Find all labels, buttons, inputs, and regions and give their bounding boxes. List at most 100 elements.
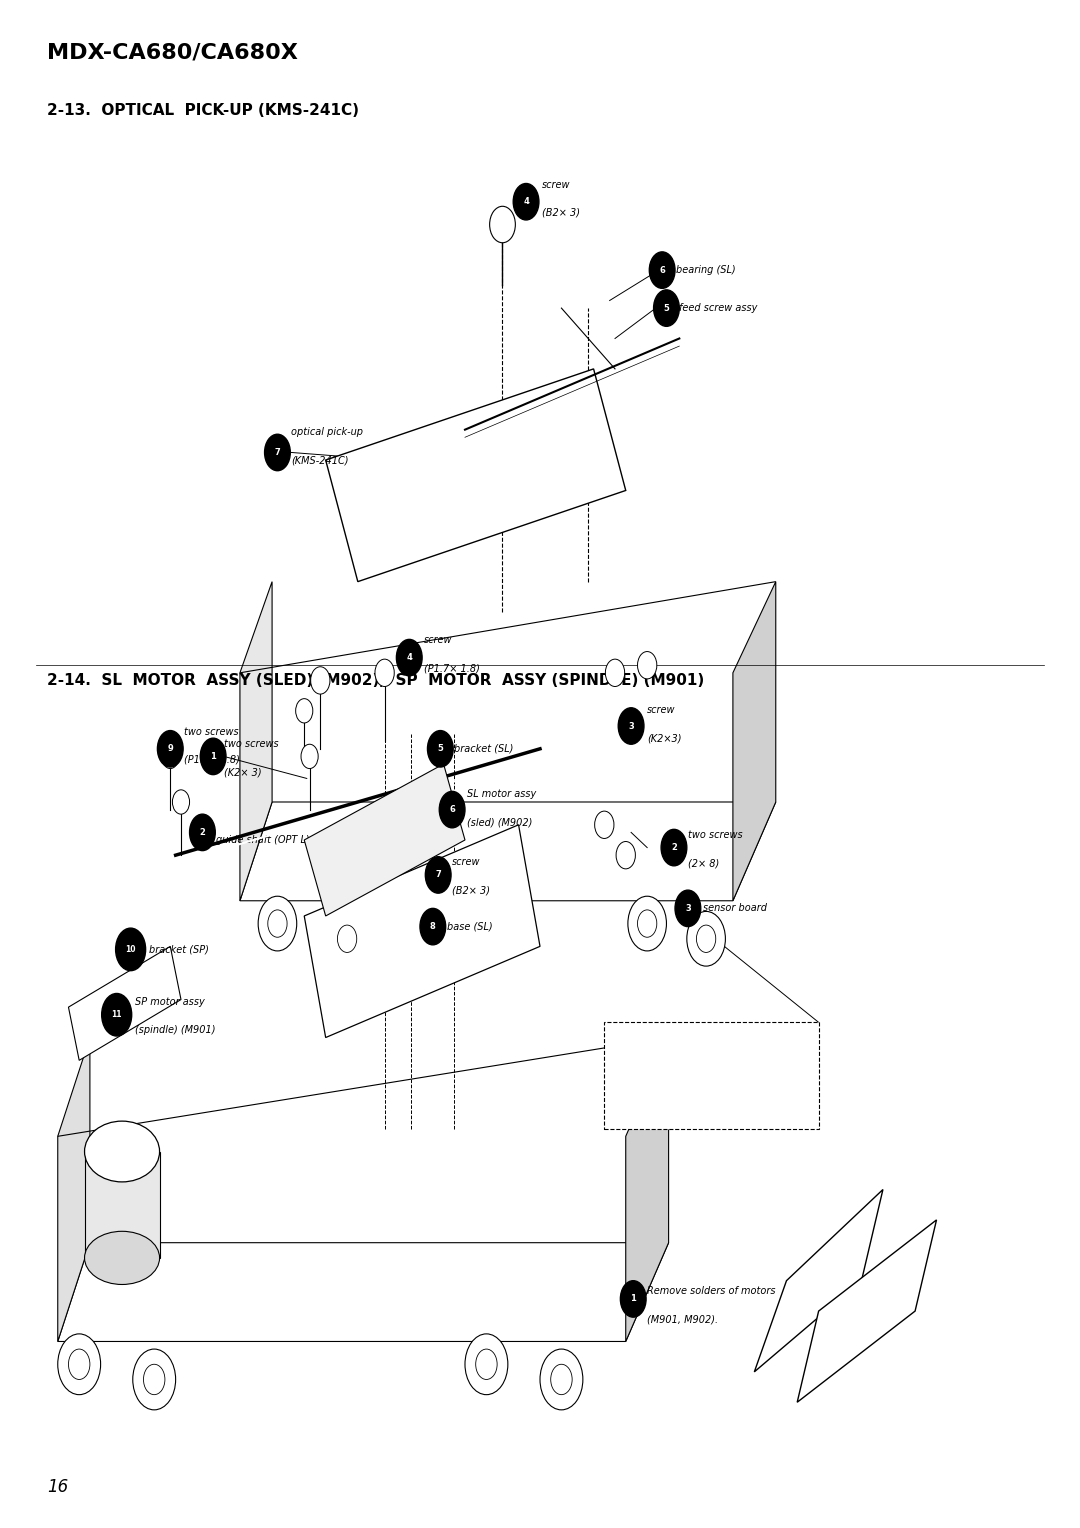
- Circle shape: [637, 651, 657, 678]
- Circle shape: [595, 811, 613, 839]
- Text: 5: 5: [437, 744, 443, 753]
- Text: (sled) (M902): (sled) (M902): [468, 817, 532, 827]
- Polygon shape: [305, 825, 540, 1038]
- Text: 8: 8: [430, 921, 435, 931]
- Text: (B2× 3): (B2× 3): [453, 886, 490, 895]
- Circle shape: [637, 909, 657, 937]
- Text: Remove solders of motors: Remove solders of motors: [647, 1287, 775, 1296]
- Circle shape: [697, 924, 716, 952]
- Polygon shape: [240, 582, 272, 902]
- Circle shape: [190, 814, 215, 851]
- Polygon shape: [326, 368, 625, 582]
- Circle shape: [375, 659, 394, 686]
- Text: 3: 3: [629, 721, 634, 730]
- Polygon shape: [57, 1038, 669, 1137]
- Text: (M901, M902).: (M901, M902).: [647, 1314, 718, 1325]
- Text: 2-14.  SL  MOTOR  ASSY (SLED) (M902),  SP  MOTOR  ASSY (SPINDLE) (M901): 2-14. SL MOTOR ASSY (SLED) (M902), SP MO…: [48, 672, 704, 688]
- Circle shape: [661, 830, 687, 866]
- Circle shape: [440, 792, 465, 828]
- Bar: [84, 1152, 160, 1258]
- Polygon shape: [733, 582, 775, 902]
- Circle shape: [173, 790, 190, 814]
- Circle shape: [426, 857, 451, 894]
- Circle shape: [337, 924, 356, 952]
- Text: 1: 1: [211, 752, 216, 761]
- Polygon shape: [240, 802, 775, 902]
- Polygon shape: [797, 1219, 936, 1403]
- Circle shape: [258, 897, 297, 950]
- Circle shape: [268, 909, 287, 937]
- Text: base (SL): base (SL): [447, 921, 492, 932]
- Text: 2: 2: [200, 828, 205, 837]
- Circle shape: [627, 897, 666, 950]
- Circle shape: [265, 434, 291, 471]
- Polygon shape: [240, 582, 775, 672]
- Text: (P1.7× 1.8): (P1.7× 1.8): [424, 663, 481, 674]
- Text: MDX-CA680/CA680X: MDX-CA680/CA680X: [48, 43, 298, 63]
- Circle shape: [133, 1349, 176, 1410]
- Circle shape: [649, 252, 675, 289]
- Circle shape: [68, 1349, 90, 1380]
- Text: 1: 1: [631, 1294, 636, 1303]
- Text: 6: 6: [659, 266, 665, 275]
- Text: screw: screw: [453, 857, 481, 868]
- Text: bracket (SP): bracket (SP): [149, 944, 208, 955]
- Text: (2× 8): (2× 8): [688, 859, 719, 868]
- Text: two screws: two screws: [224, 740, 279, 749]
- Circle shape: [675, 891, 701, 926]
- Circle shape: [162, 744, 179, 769]
- Ellipse shape: [84, 1232, 160, 1285]
- Circle shape: [420, 908, 446, 944]
- Text: two screws: two screws: [688, 830, 743, 840]
- Text: 2: 2: [671, 843, 677, 853]
- Text: (K2× 3): (K2× 3): [224, 767, 261, 778]
- Text: 6: 6: [449, 805, 455, 814]
- Circle shape: [540, 1349, 583, 1410]
- Text: (spindle) (M901): (spindle) (M901): [135, 1025, 215, 1036]
- Circle shape: [301, 744, 319, 769]
- Text: sensor board: sensor board: [703, 903, 767, 914]
- Polygon shape: [57, 1242, 669, 1342]
- Polygon shape: [305, 764, 465, 915]
- Circle shape: [116, 927, 146, 970]
- Text: bearing (SL): bearing (SL): [676, 266, 735, 275]
- Text: bracket (SL): bracket (SL): [455, 744, 514, 753]
- Text: 4: 4: [406, 652, 413, 662]
- Polygon shape: [754, 1189, 883, 1372]
- Text: two screws: two screws: [185, 727, 239, 736]
- Circle shape: [158, 730, 184, 767]
- Circle shape: [296, 698, 313, 723]
- Bar: [605, 1022, 819, 1129]
- Text: (KMS-241C): (KMS-241C): [292, 455, 349, 466]
- Circle shape: [396, 639, 422, 675]
- Text: SL motor assy: SL motor assy: [468, 788, 537, 799]
- Text: 2-13.  OPTICAL  PICK-UP (KMS-241C): 2-13. OPTICAL PICK-UP (KMS-241C): [48, 102, 359, 118]
- Circle shape: [102, 993, 132, 1036]
- Text: 9: 9: [167, 744, 173, 753]
- Text: 10: 10: [125, 944, 136, 953]
- Text: 7: 7: [435, 871, 441, 880]
- Polygon shape: [57, 1038, 90, 1342]
- Circle shape: [328, 911, 366, 966]
- Text: screw: screw: [542, 180, 570, 189]
- Circle shape: [513, 183, 539, 220]
- Circle shape: [57, 1334, 100, 1395]
- Polygon shape: [68, 946, 181, 1060]
- Text: guide shaft (OPT L): guide shaft (OPT L): [216, 834, 310, 845]
- Text: screw: screw: [647, 706, 676, 715]
- Circle shape: [311, 666, 330, 694]
- Circle shape: [475, 1349, 497, 1380]
- Circle shape: [653, 290, 679, 327]
- Text: screw: screw: [424, 636, 453, 645]
- Text: 7: 7: [274, 448, 281, 457]
- Text: 4: 4: [523, 197, 529, 206]
- Circle shape: [687, 911, 726, 966]
- Text: (P1.7× 1.8): (P1.7× 1.8): [185, 755, 240, 766]
- Text: (K2×3): (K2×3): [647, 733, 681, 744]
- Text: 16: 16: [48, 1479, 68, 1496]
- Text: 5: 5: [663, 304, 670, 313]
- Ellipse shape: [84, 1122, 160, 1183]
- Circle shape: [620, 1280, 646, 1317]
- Circle shape: [428, 730, 454, 767]
- Circle shape: [200, 738, 226, 775]
